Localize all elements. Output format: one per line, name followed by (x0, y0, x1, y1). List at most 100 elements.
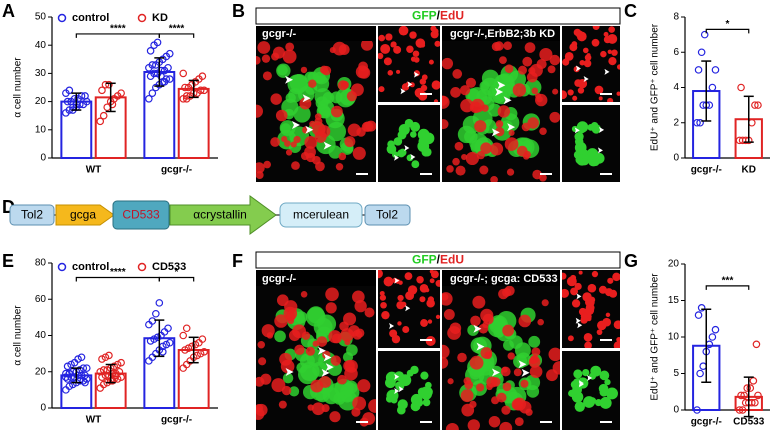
arrowhead (404, 144, 410, 151)
red-nucleus (429, 278, 435, 284)
y-axis-label: EdU⁺ and GFP⁺ cell number (650, 23, 661, 151)
red-nucleus (383, 57, 392, 66)
element: Tol2 (376, 208, 398, 222)
green-cell (420, 371, 429, 380)
red-nucleus (293, 135, 301, 144)
y-tick-label: 2 (673, 117, 679, 128)
green-cell (526, 385, 540, 398)
red-nucleus (331, 105, 343, 118)
red-nucleus (270, 137, 280, 147)
green-cell (599, 370, 610, 381)
red-nucleus (531, 347, 541, 357)
red-nucleus (570, 287, 578, 296)
red-nucleus (355, 328, 365, 338)
panel-label: E (2, 251, 14, 271)
red-nucleus (464, 380, 474, 390)
red-nucleus (378, 86, 385, 93)
micrograph (562, 351, 620, 430)
green-cell (280, 123, 291, 134)
red-nucleus (291, 161, 300, 170)
red-nucleus (256, 162, 265, 174)
y-tick-label: 0 (673, 153, 679, 164)
x-tick-label: gcgr-/- (161, 165, 192, 176)
red-nucleus (419, 283, 429, 293)
y-tick-label: 40 (35, 330, 47, 341)
arrowhead (491, 128, 500, 137)
red-nucleus (401, 83, 410, 91)
data-point (157, 72, 165, 81)
red-nucleus (455, 165, 466, 176)
legend-marker (57, 13, 67, 23)
red-nucleus (329, 47, 336, 54)
red-nucleus (484, 351, 493, 360)
data-point (81, 92, 89, 100)
red-nucleus (442, 344, 450, 359)
data-point (65, 369, 74, 378)
red-nucleus (539, 47, 553, 62)
red-nucleus (393, 45, 402, 54)
red-nucleus (434, 40, 440, 47)
red-nucleus (490, 377, 501, 387)
red-nucleus (495, 127, 505, 137)
data-point (99, 111, 108, 120)
red-nucleus (613, 341, 620, 348)
red-nucleus (435, 314, 440, 320)
red-nucleus (591, 38, 600, 47)
y-tick-label: 6 (673, 47, 679, 58)
significance-label: * (726, 19, 730, 30)
significance-bracket (158, 276, 195, 282)
red-nucleus (507, 352, 515, 360)
red-nucleus (256, 171, 264, 180)
data-point (746, 384, 755, 392)
legend-marker (137, 13, 147, 23)
data-point (179, 331, 188, 340)
y-tick-label: 8 (673, 12, 679, 23)
x-tick-label: gcgr-/- (691, 165, 722, 176)
crystallin-arrow (169, 195, 277, 235)
red-nucleus (256, 403, 268, 417)
data-point (752, 340, 761, 349)
red-nucleus (616, 64, 620, 70)
arrowhead (507, 123, 516, 132)
red-nucleus (308, 79, 317, 88)
red-nucleus (460, 98, 474, 113)
red-nucleus (428, 59, 434, 65)
arrowhead (321, 368, 330, 377)
data-point (737, 83, 745, 92)
red-nucleus (290, 141, 297, 148)
red-nucleus (537, 318, 544, 326)
red-nucleus (531, 87, 539, 95)
red-nucleus (381, 310, 390, 320)
red-nucleus (282, 49, 297, 64)
green-cell (590, 365, 602, 377)
label-bar (442, 270, 560, 286)
red-nucleus (514, 417, 524, 426)
red-nucleus (536, 59, 547, 70)
red-nucleus (535, 93, 548, 107)
red-nucleus (513, 368, 522, 377)
arrowhead (577, 322, 583, 329)
green-cell (568, 389, 576, 397)
arrowhead (518, 360, 527, 369)
arrowhead (291, 121, 300, 130)
red-nucleus (256, 376, 265, 387)
y-tick-label: 80 (35, 258, 47, 269)
red-nucleus (396, 69, 401, 74)
data-point (693, 406, 701, 414)
red-nucleus (396, 301, 405, 310)
header-box (255, 251, 621, 269)
micrograph (256, 286, 376, 430)
red-nucleus (397, 294, 404, 302)
green-cell (409, 131, 417, 138)
red-nucleus (583, 59, 592, 68)
green-cell (328, 145, 342, 159)
red-nucleus (258, 357, 267, 366)
data-point (108, 100, 117, 109)
data-point (693, 118, 701, 127)
green-cell (528, 335, 541, 348)
y-tick-label: 50 (35, 12, 47, 23)
data-point (98, 86, 106, 95)
red-nucleus (605, 312, 611, 318)
data-point (198, 72, 207, 81)
y-tick-label: 60 (35, 294, 47, 305)
